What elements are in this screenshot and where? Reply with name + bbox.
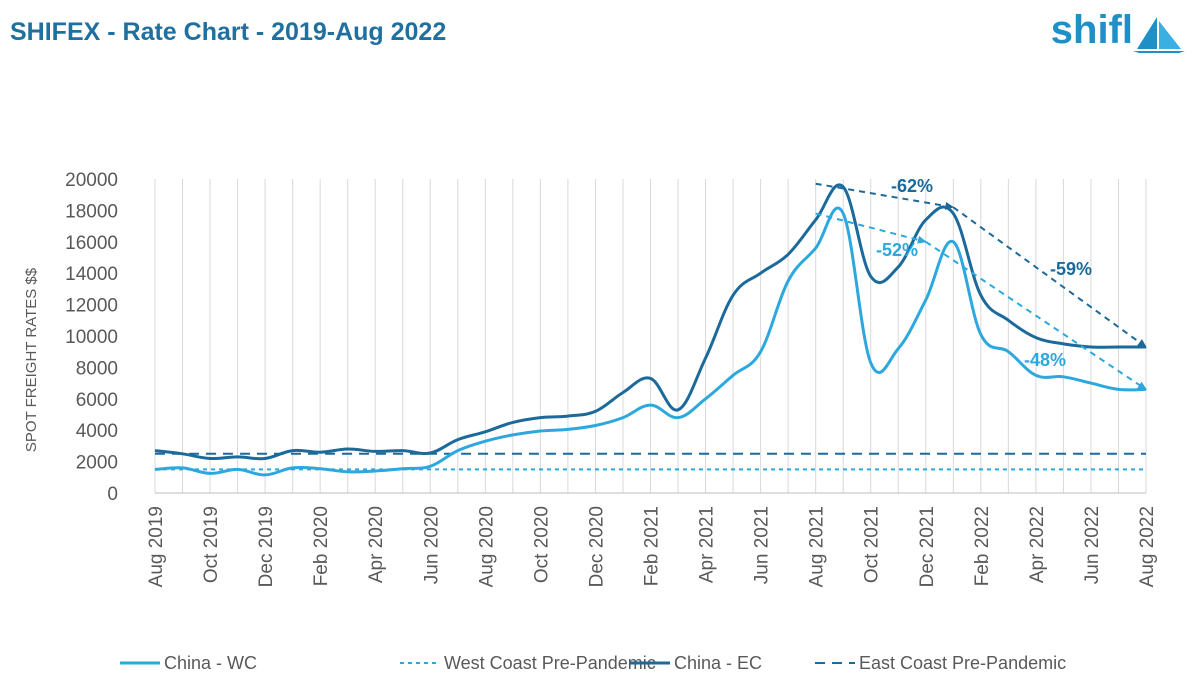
x-tick-label: Dec 2019 bbox=[256, 506, 277, 587]
x-tick-label: Aug 2022 bbox=[1137, 506, 1158, 587]
grid-lines bbox=[154, 179, 1147, 494]
legend-label: West Coast Pre-Pandemic bbox=[444, 653, 656, 673]
legend-label: China - WC bbox=[164, 653, 257, 673]
x-tick-label: Apr 2022 bbox=[1027, 506, 1048, 583]
x-tick-label: Apr 2021 bbox=[697, 506, 718, 583]
logo-text: shifl bbox=[1050, 8, 1133, 52]
y-tick-label: 6000 bbox=[76, 390, 118, 411]
x-tick-label: Jun 2020 bbox=[421, 506, 442, 584]
annotation-arrow bbox=[925, 240, 1147, 391]
y-axis: 0 2000 4000 6000 8000 10000 12000 14000 16000 180… bbox=[65, 170, 118, 505]
y-tick-label: 4000 bbox=[76, 421, 118, 442]
y-tick-label: 0 bbox=[107, 484, 118, 505]
legend-label: East Coast Pre-Pandemic bbox=[859, 653, 1066, 673]
y-tick-label: 18000 bbox=[65, 201, 118, 222]
x-tick-label: Feb 2020 bbox=[311, 506, 332, 586]
x-axis: Aug 2019 Oct 2019 Dec 2019 Feb 2020 Apr 2020… bbox=[146, 506, 1158, 587]
annotation-label: -59% bbox=[1050, 259, 1092, 279]
x-tick-label: Jun 2022 bbox=[1082, 506, 1103, 584]
x-tick-label: Dec 2020 bbox=[586, 506, 607, 587]
sailboat-icon bbox=[1133, 17, 1185, 53]
x-tick-label: Oct 2019 bbox=[201, 506, 222, 583]
legend-label: China - EC bbox=[674, 653, 762, 673]
x-tick-label: Oct 2021 bbox=[862, 506, 883, 583]
annotation-label: -52% bbox=[876, 240, 918, 260]
page-title: SHIFEX - Rate Chart - 2019-Aug 2022 bbox=[10, 18, 447, 46]
x-tick-label: Aug 2020 bbox=[476, 506, 497, 587]
x-tick-label: Oct 2020 bbox=[531, 506, 552, 583]
annotations: -62% -59% -52% -48% bbox=[815, 176, 1147, 391]
y-tick-label: 8000 bbox=[76, 358, 118, 379]
annotation-arrow bbox=[815, 212, 927, 244]
y-tick-label: 16000 bbox=[65, 233, 118, 254]
x-tick-label: Apr 2020 bbox=[366, 506, 387, 583]
legend: China - WC West Coast Pre-Pandemic China -… bbox=[120, 653, 1066, 673]
y-axis-label: SPOT FREIGHT RATES $$ bbox=[23, 267, 40, 452]
y-tick-label: 20000 bbox=[65, 170, 118, 191]
annotation-arrow bbox=[952, 206, 1147, 348]
shifl-logo: shifl bbox=[1051, 8, 1185, 53]
x-tick-label: Feb 2022 bbox=[972, 506, 993, 586]
x-tick-label: Dec 2021 bbox=[917, 506, 938, 587]
y-tick-label: 2000 bbox=[76, 453, 118, 474]
series-lines bbox=[154, 183, 1147, 477]
x-tick-label: Jun 2021 bbox=[752, 506, 773, 584]
y-tick-label: 10000 bbox=[65, 327, 118, 348]
y-tick-label: 12000 bbox=[65, 296, 118, 317]
y-tick-label: 14000 bbox=[65, 264, 118, 285]
annotation-label: -62% bbox=[891, 176, 933, 196]
series-china-ec-line bbox=[154, 183, 1146, 461]
x-tick-label: Feb 2021 bbox=[642, 506, 663, 586]
annotation-label: -48% bbox=[1024, 350, 1066, 370]
annotation-arrow bbox=[815, 182, 955, 210]
x-tick-label: Aug 2019 bbox=[146, 506, 167, 587]
series-china-wc-line bbox=[154, 206, 1147, 477]
x-tick-label: Aug 2021 bbox=[807, 506, 828, 587]
